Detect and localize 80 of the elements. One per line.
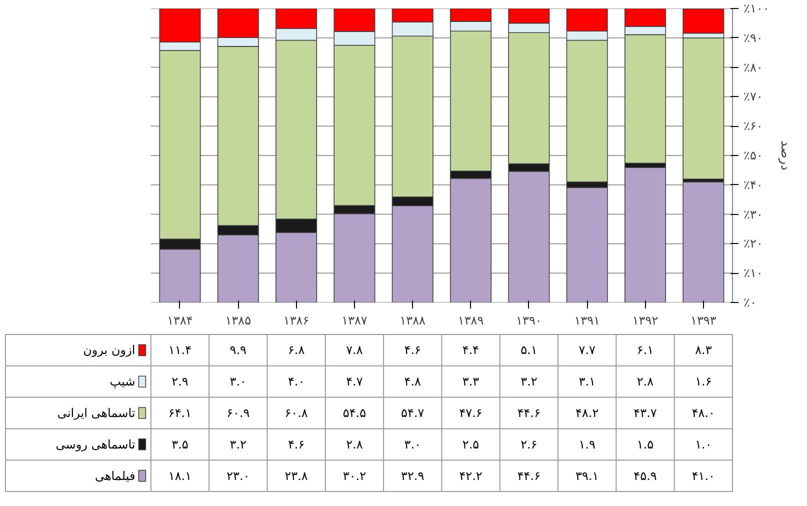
data-label: ۴.۶ <box>404 343 421 358</box>
data-label: ۴۸.۲ <box>576 406 599 420</box>
data-label: ۲.۸ <box>636 374 654 389</box>
x-tick-label: ۱۳۸۵ <box>225 314 252 328</box>
data-label: ۶.۸ <box>288 343 306 358</box>
bar <box>682 182 724 302</box>
data-label: ۳.۰ <box>404 437 421 452</box>
data-label: ۶۰.۹ <box>226 406 250 420</box>
y-tick-label: ٪۵۰ <box>744 148 763 162</box>
data-label: ۶.۱ <box>636 343 654 358</box>
bar <box>624 167 666 302</box>
data-label: ۴.۶ <box>288 437 305 452</box>
data-label: ۱.۵ <box>636 437 654 452</box>
x-tick-label: ۱۳۸۷ <box>342 314 368 328</box>
data-label: ۳.۰ <box>230 374 247 389</box>
data-label: ۱۸.۱ <box>168 468 192 483</box>
data-label: ۷.۸ <box>346 343 364 358</box>
data-label: ۵۴.۵ <box>342 406 366 420</box>
x-tick-label: ۱۳۸۸ <box>400 314 426 328</box>
data-label: ۲.۸ <box>346 437 364 452</box>
y-tick-label: ٪۸۰ <box>744 60 763 74</box>
data-label: ۳۹.۱ <box>576 468 599 483</box>
x-tick-label: ۱۳۸۴ <box>167 314 193 328</box>
legend-label: شیپ <box>110 374 136 389</box>
data-label: ۲.۵ <box>462 437 480 452</box>
data-label: ۲.۹ <box>172 374 188 389</box>
data-label: ۴.۸ <box>404 374 422 389</box>
y-axis-title: درصد <box>777 140 792 171</box>
y-tick-label: ٪۲۰ <box>744 236 763 251</box>
data-label: ۴.۴ <box>462 343 480 358</box>
data-label: ۶۴.۱ <box>168 406 192 420</box>
x-tick-label: ۱۳۸۹ <box>458 314 484 328</box>
x-tick-label: ۱۳۹۰ <box>516 314 542 328</box>
data-label: ۴۴.۶ <box>517 406 541 420</box>
data-label: ۳۲.۹ <box>401 468 424 483</box>
data-label: ۱۱.۴ <box>168 343 192 358</box>
y-tick-label: ٪۳۰ <box>744 207 763 222</box>
data-label: ۴.۷ <box>346 374 364 389</box>
data-label: ۴۷.۶ <box>459 406 482 420</box>
y-tick-label: ٪۱۰ <box>744 266 763 280</box>
data-label: ۳.۳ <box>462 374 480 389</box>
data-label: ۴۳.۷ <box>634 406 658 420</box>
data-label: ۶۰.۸ <box>284 406 308 420</box>
data-label: ۴۱.۰ <box>692 468 715 483</box>
y-tick-label: ٪۴۰ <box>744 178 763 192</box>
x-tick-label: ۱۳۹۳ <box>690 314 717 328</box>
legend-label: ازون برون <box>83 343 136 358</box>
data-label: ۸.۳ <box>695 343 712 358</box>
y-tick-label: ٪۶۰ <box>744 119 763 134</box>
data-label: ۵.۱ <box>520 343 538 358</box>
data-label: ۱.۶ <box>695 374 712 389</box>
y-tick-label: ٪۷۰ <box>744 90 763 104</box>
y-tick-label: ٪۹۰ <box>744 30 763 45</box>
legend-label: تاسماهی روسی <box>56 437 136 452</box>
legend-label: تاسماهی ایرانی <box>57 406 136 420</box>
bar <box>682 38 724 180</box>
data-label: ۷.۷ <box>578 343 596 358</box>
data-label: ۲.۶ <box>520 437 538 452</box>
data-label: ۳.۵ <box>172 437 188 452</box>
y-tick-label: ٪۰ <box>744 296 756 310</box>
data-label: ۲۳.۸ <box>284 468 308 483</box>
data-label: ۳.۲ <box>520 374 538 389</box>
data-label: ۴.۰ <box>288 374 305 389</box>
data-label: ۲۳.۰ <box>226 468 250 483</box>
data-label: ۹.۹ <box>230 343 247 358</box>
data-label: ۴۴.۶ <box>517 468 541 483</box>
data-label: ۳.۲ <box>230 437 247 452</box>
data-label: ۴۵.۹ <box>634 468 657 483</box>
data-label: ۳۰.۲ <box>342 468 366 483</box>
x-tick-label: ۱۳۸۶ <box>283 314 310 328</box>
data-label: ۵۴.۷ <box>401 406 425 420</box>
data-label: ۱.۹ <box>578 437 596 452</box>
data-label: ۱.۰ <box>695 437 712 452</box>
y-tick-label: ٪۱۰۰ <box>744 2 770 16</box>
legend-label: فیلماهی <box>94 468 136 483</box>
x-tick-label: ۱۳۹۲ <box>632 314 658 328</box>
data-label: ۴۲.۲ <box>459 468 482 483</box>
data-label: ۴۸.۰ <box>692 406 715 420</box>
data-label: ۳.۱ <box>578 374 596 389</box>
x-tick-label: ۱۳۹۱ <box>574 314 600 328</box>
